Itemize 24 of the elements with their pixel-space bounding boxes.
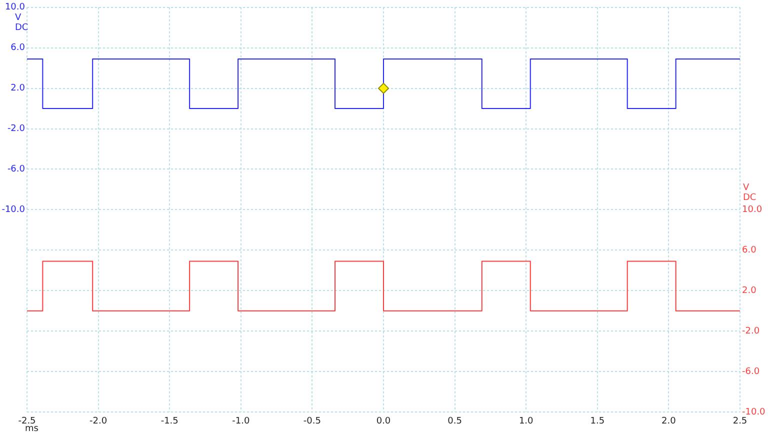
x-tick-label: 0.5 xyxy=(448,416,462,427)
x-tick-label: 2.5 xyxy=(732,416,748,427)
x-tick-label: 0.0 xyxy=(376,416,391,427)
y-tick-label: -6.0 xyxy=(7,164,26,175)
x-tick-label: 1.0 xyxy=(518,416,534,427)
y2-tick-label: -6.0 xyxy=(742,366,760,377)
y-tick-label: -10.0 xyxy=(2,205,26,216)
y-axis-title: V DC xyxy=(15,13,28,34)
y-tick-label: 2.0 xyxy=(10,84,26,94)
x-tick-label: -1.0 xyxy=(232,416,250,427)
x-tick-label: 2.0 xyxy=(662,416,676,427)
y2-tick-label: -10.0 xyxy=(742,407,766,418)
y-tick-label: -2.0 xyxy=(7,124,26,134)
y2-tick-label: 6.0 xyxy=(742,246,757,256)
x-tick-label: 1.5 xyxy=(590,416,605,427)
y2-tick-label: -2.0 xyxy=(742,326,760,336)
y2-axis-title: V DC xyxy=(743,183,756,204)
y-tick-label: 6.0 xyxy=(10,43,26,54)
y2-tick-label: 10.0 xyxy=(742,205,762,216)
x-tick-label: -0.5 xyxy=(303,416,321,427)
y-tick-label: 10.0 xyxy=(4,2,26,13)
y2-tick-label: 2.0 xyxy=(742,286,757,296)
x-tick-label: -2.0 xyxy=(90,416,108,427)
x-tick-label: -1.5 xyxy=(160,416,178,427)
